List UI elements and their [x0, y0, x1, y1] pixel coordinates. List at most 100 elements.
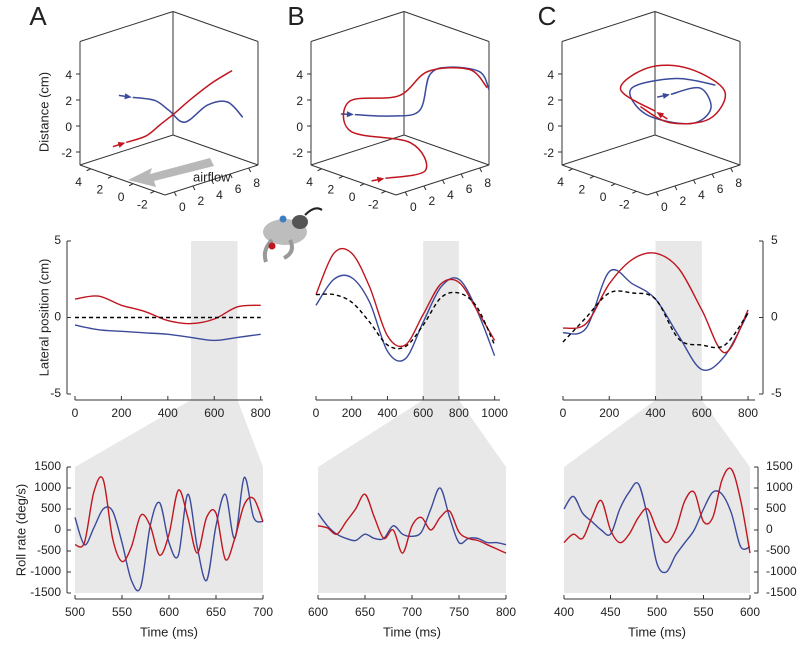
panel-label: A [29, 1, 47, 31]
x-tick-label: 500 [65, 605, 85, 619]
z-tick-label: 4 [547, 68, 554, 82]
y-tick [479, 167, 483, 173]
x-axis-label: Time (ms) [383, 624, 441, 639]
y-tick-label: 8 [735, 176, 742, 190]
x-tick-label: 4 [306, 175, 313, 189]
y-tick-label: -500 [766, 543, 790, 557]
panel-label: C [538, 1, 557, 31]
y-tick-label: 0 [410, 200, 417, 214]
box-edge [79, 11, 174, 42]
box-edge [310, 134, 405, 166]
y-tick-label: 2 [198, 194, 205, 208]
y-axis-label: Lateral position (cm) [36, 259, 51, 377]
x-tick-label: 800 [738, 406, 758, 420]
trajectory [619, 64, 727, 125]
z-tick-label: -2 [543, 146, 554, 160]
direction-arrow-head [346, 111, 354, 118]
y-tick-label: -1500 [30, 585, 61, 599]
fly-head [292, 215, 308, 229]
x-tick-label: 2 [328, 182, 335, 196]
z-tick-label: 2 [296, 94, 303, 108]
x-tick-label: 2 [579, 182, 586, 196]
direction-arrow-head [124, 93, 132, 100]
highlight-region [655, 241, 702, 400]
y-tick [211, 179, 214, 185]
red-marker [268, 242, 276, 250]
direction-arrow-head [117, 142, 126, 148]
x-tick [568, 168, 573, 172]
x-tick-label: 750 [449, 605, 469, 619]
x-tick [150, 190, 155, 194]
y-tick-label: 8 [253, 176, 260, 190]
y-tick-label: -5 [50, 386, 61, 400]
y-tick-label: -1000 [766, 564, 797, 578]
z-tick-label: -2 [292, 146, 303, 160]
y-tick-label: 1000 [766, 480, 793, 494]
x-tick [381, 190, 386, 194]
y-tick [248, 167, 252, 173]
x-tick-label: 4 [75, 175, 82, 189]
y-tick-label: 0 [54, 522, 61, 536]
highlight-region [191, 241, 238, 400]
x-tick-label: 450 [600, 605, 620, 619]
direction-arrow-head [376, 176, 385, 183]
y-tick-label: 2 [429, 194, 436, 208]
data-line [563, 467, 751, 554]
y-tick-label: 6 [717, 182, 724, 196]
x-tick-label: 500 [647, 605, 667, 619]
y-tick [730, 167, 734, 173]
z-tick-label: 0 [296, 120, 303, 134]
z-tick-label: -2 [61, 146, 72, 160]
highlight-region [423, 241, 459, 400]
trajectory [342, 66, 488, 180]
x-tick-label: 400 [646, 406, 666, 420]
x-tick-label: 200 [342, 406, 362, 420]
y-tick-label: 0 [771, 310, 778, 324]
y-tick [655, 191, 659, 197]
x-tick [589, 175, 595, 179]
x-tick-label: 200 [599, 406, 619, 420]
blue-marker [279, 215, 287, 223]
y-tick [423, 185, 427, 191]
x-axis-label: Time (ms) [140, 624, 198, 639]
box-edge [561, 11, 656, 42]
arrow-shape [128, 158, 214, 187]
data-line [562, 252, 749, 354]
x-tick-label: 0 [560, 406, 567, 420]
box-edge [310, 164, 397, 196]
y-tick-label: 8 [484, 176, 491, 190]
y-tick-label: 4 [698, 188, 705, 202]
x-tick-label: 200 [111, 406, 131, 420]
x-tick-label: -2 [619, 197, 630, 211]
box-edge [561, 134, 656, 166]
data-line [315, 274, 496, 362]
x-tick-label: 650 [355, 605, 375, 619]
x-tick-label: 600 [692, 406, 712, 420]
x-tick-label: 400 [158, 406, 178, 420]
y-tick [404, 191, 408, 197]
y-tick-label: 500 [766, 501, 786, 515]
x-tick [632, 190, 637, 194]
fly-antenna [304, 207, 323, 216]
z-tick-label: 0 [65, 120, 72, 134]
fly-leg [262, 238, 274, 263]
box-edge [172, 134, 259, 166]
y-tick-label: -500 [37, 543, 61, 557]
x-tick-label: 0 [118, 190, 125, 204]
y-tick-label: 1000 [34, 480, 61, 494]
y-tick-label: 0 [179, 200, 186, 214]
z-tick-label: 2 [547, 94, 554, 108]
annotation: airflow [193, 169, 231, 184]
zoom-region [564, 400, 750, 593]
x-tick-label: 600 [204, 406, 224, 420]
x-tick-label: 0 [600, 190, 607, 204]
y-tick-label: 0 [766, 522, 773, 536]
x-tick-label: 400 [554, 605, 574, 619]
y-tick [674, 185, 678, 191]
y-tick [442, 179, 445, 185]
y-tick-label: 5 [771, 233, 778, 247]
x-tick-label: 400 [377, 406, 397, 420]
x-tick-label: 4 [557, 175, 564, 189]
